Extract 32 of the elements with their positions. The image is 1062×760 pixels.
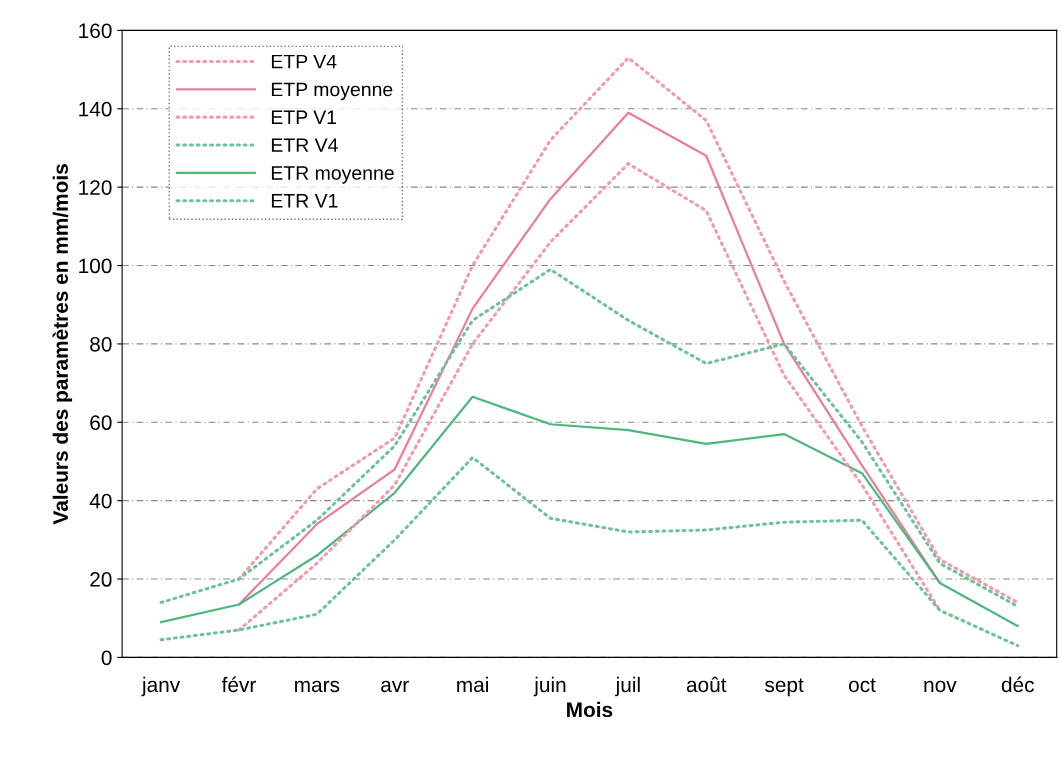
y-tick-label: 100 <box>79 258 112 274</box>
line-series <box>237 56 1020 605</box>
line-series <box>159 456 1020 648</box>
x-tick-label: mars <box>295 680 340 693</box>
y-tick-label: 160 <box>79 23 112 39</box>
line-series <box>159 395 1019 628</box>
legend-label: ETR moyenne <box>271 166 394 184</box>
x-tick-label: juin <box>533 676 566 697</box>
x-tick-label: sept <box>765 678 804 697</box>
y-tick-label: 140 <box>79 101 112 117</box>
x-tick-label: avr <box>381 680 409 693</box>
x-tick-label: juil <box>615 676 640 697</box>
y-tick-label: 80 <box>90 336 112 352</box>
x-tick-label: mai <box>457 676 488 693</box>
y-tick-label: 0 <box>101 650 112 666</box>
y-tick-label: 40 <box>89 493 112 509</box>
x-axis-title: Mois <box>567 701 613 718</box>
x-tick-label: déc <box>1001 676 1034 693</box>
x-tick-label: oct <box>848 678 876 693</box>
x-tick-label: févr <box>221 676 256 693</box>
y-axis-title: Valeurs des paramètres en mm/mois <box>52 164 73 525</box>
legend-label: ETR V1 <box>271 194 338 208</box>
legend-label: ETP V1 <box>271 110 337 124</box>
x-tick-label: nov <box>924 680 957 693</box>
legend-label: ETR V4 <box>271 138 338 152</box>
y-tick-label: 120 <box>79 180 112 195</box>
legend-label: ETP moyenne <box>271 82 393 101</box>
legend-label: ETP V4 <box>271 54 337 69</box>
y-tick-label: 20 <box>90 572 112 587</box>
y-tick-label: 60 <box>90 415 112 431</box>
x-tick-label: août <box>686 676 727 693</box>
x-tick-label: janv <box>141 676 181 697</box>
